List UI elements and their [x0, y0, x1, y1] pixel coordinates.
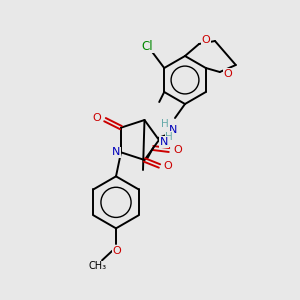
Text: O: O: [202, 35, 210, 45]
Text: CH₃: CH₃: [89, 261, 107, 271]
Text: O: O: [112, 246, 122, 256]
Text: N: N: [169, 125, 177, 135]
Text: H: H: [161, 119, 169, 129]
Text: O: O: [224, 69, 232, 79]
Text: O: O: [174, 145, 182, 155]
Text: N: N: [160, 137, 168, 147]
Text: H: H: [165, 132, 173, 142]
Text: N: N: [112, 147, 120, 157]
Text: O: O: [93, 113, 101, 123]
Text: O: O: [163, 161, 172, 171]
Text: Cl: Cl: [141, 40, 153, 52]
